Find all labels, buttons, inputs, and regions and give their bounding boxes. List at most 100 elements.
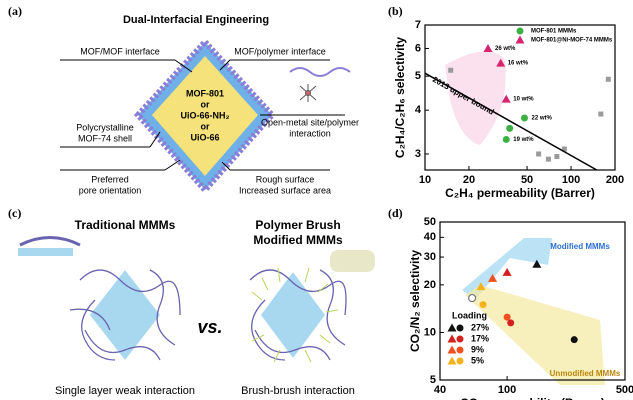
region: [465, 285, 605, 385]
core-label: or: [201, 99, 210, 109]
legend-marker: [447, 323, 457, 332]
legend-label: 17%: [471, 333, 489, 343]
x-tick-label: 100: [498, 384, 516, 396]
legend-marker: [447, 334, 457, 343]
mof-core: [152, 56, 258, 176]
diagram-title: Traditional MMMs: [75, 218, 176, 232]
point: [598, 111, 604, 117]
annotation: Modified MMMs: [550, 242, 610, 251]
vs-label: vs.: [197, 317, 222, 337]
x-tick-label: 500: [616, 384, 633, 396]
core-label: or: [201, 121, 210, 131]
diagram-a: Dual-Interfacial Engineering MOF-801 or …: [60, 14, 359, 195]
core-label: UiO-66: [190, 132, 219, 142]
legend-marker: [456, 335, 464, 343]
point: [501, 94, 511, 103]
point: [476, 282, 486, 291]
y-tick-label: 5: [415, 70, 421, 82]
legend-label: MOF-801 MMMs: [531, 29, 577, 35]
y-tick-label: 30: [424, 251, 436, 263]
legend-marker: [447, 345, 457, 354]
diagram-label: MOF/MOF interface: [80, 46, 160, 56]
point: [503, 313, 511, 321]
metal-site-icon: [299, 84, 317, 102]
legend-label: MOF-801@Ni-MOF-74 MMMs: [531, 38, 613, 44]
point: [532, 259, 542, 268]
legend-label: 27%: [471, 322, 489, 332]
brush-icon: [330, 250, 375, 272]
polymer-chains: [69, 269, 347, 361]
point: [605, 76, 611, 82]
legend-label: 5%: [471, 355, 484, 365]
panel-label: (b): [388, 4, 403, 18]
point: [554, 154, 560, 160]
point-label: 22 wt%: [531, 116, 552, 122]
plot-frame: [439, 221, 626, 381]
diagram-label: interaction: [289, 128, 331, 138]
legend-marker: [456, 357, 464, 365]
point: [536, 151, 542, 157]
point-label: 19 wt%: [513, 137, 534, 143]
diagram-c: Traditional MMMs Polymer Brush Modified …: [18, 218, 375, 397]
point-label: 26 wt%: [495, 46, 516, 52]
legend-title: Loading: [452, 310, 487, 320]
diagram-label: Increased surface area: [239, 185, 331, 195]
point: [483, 43, 493, 52]
diagram-title: Polymer Brush: [255, 218, 340, 232]
diagram-label: Rough surface: [256, 174, 315, 184]
point: [520, 114, 528, 122]
x-axis-label: C₂H₄ permeability (Barrer): [445, 186, 595, 200]
plot-frame: [424, 24, 616, 171]
panel-label: (c): [8, 206, 21, 220]
y-tick-label: 40: [424, 231, 436, 243]
legend-marker: [515, 35, 525, 44]
polymer-icon: [289, 67, 351, 77]
chain-icon: [19, 236, 81, 247]
point: [507, 319, 515, 327]
y-axis-label: C₂H₄/C₂H₆ selectivity: [393, 37, 407, 159]
y-tick-label: 20: [424, 279, 436, 291]
y-axis-label: CO₂/N₂ selectivity: [408, 250, 422, 352]
point: [570, 336, 578, 344]
point: [468, 293, 477, 303]
point: [448, 67, 454, 73]
x-axis-label: CO₂ permeability (Barrer): [460, 396, 605, 400]
diagram-title: Dual-Interfacial Engineering: [123, 14, 269, 26]
x-tick-label: 200: [606, 174, 624, 186]
surface-icon: [18, 248, 73, 256]
core-label: MOF-801: [186, 88, 224, 98]
diagram-label: MOF/polymer interface: [234, 46, 326, 56]
y-tick-label: 50: [424, 216, 436, 228]
point: [488, 273, 498, 282]
point: [506, 124, 514, 132]
caption: Brush-brush interaction: [241, 385, 355, 397]
y-tick-label: 6: [415, 42, 421, 54]
caption: Single layer weak interaction: [55, 385, 195, 397]
region: [445, 51, 506, 145]
x-tick-label: 100: [562, 174, 580, 186]
diagram-label: pore orientation: [79, 185, 142, 195]
x-tick-label: 40: [434, 384, 446, 396]
y-tick-label: 4: [415, 104, 422, 116]
line: [424, 72, 598, 171]
panel-label: (d): [388, 206, 403, 220]
point: [502, 135, 510, 143]
point: [561, 146, 567, 152]
x-tick-label: 10: [419, 174, 431, 186]
y-tick-label: 10: [424, 326, 436, 338]
x-tick-label: 50: [521, 174, 533, 186]
legend-marker: [516, 27, 524, 35]
diagram-title: Modified MMMs: [253, 233, 343, 247]
point: [496, 58, 506, 67]
legend-marker: [456, 324, 464, 332]
point: [479, 301, 487, 309]
legend-marker: [447, 356, 457, 365]
mof-particle: [261, 272, 325, 358]
y-tick-label: 5: [430, 374, 436, 386]
annotation: Unmodified MMMs: [550, 369, 621, 378]
point: [545, 156, 551, 162]
point-label: 16 wt%: [508, 61, 529, 67]
brush-chains: [251, 267, 339, 363]
